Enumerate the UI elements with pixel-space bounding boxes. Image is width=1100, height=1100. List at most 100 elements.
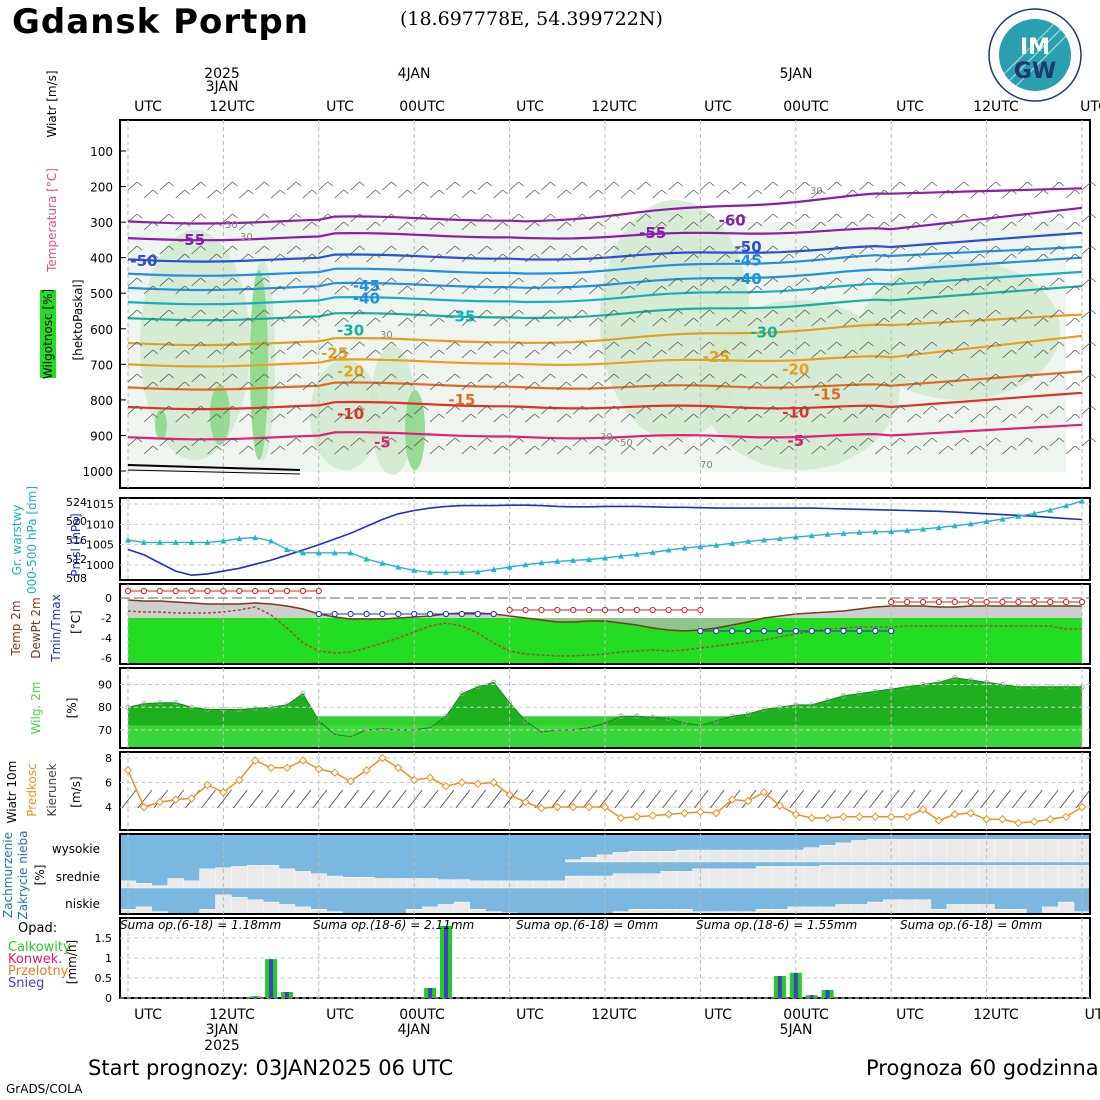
wind-barb — [248, 445, 254, 451]
cloud-bar — [580, 875, 598, 889]
tminmax-marker — [697, 606, 704, 614]
wind-barb — [661, 221, 667, 227]
hum-marker — [459, 690, 465, 697]
wind-barb — [677, 405, 683, 411]
wind-barb — [1043, 285, 1049, 291]
hum-line — [127, 677, 1082, 738]
wind-barb — [175, 253, 185, 263]
wind-barb — [366, 445, 376, 455]
gr-marker — [570, 557, 577, 563]
wind-barb — [890, 213, 901, 223]
side-label-kierunek: Kierunek — [45, 763, 59, 816]
wind-barb — [629, 253, 636, 259]
wind-barb — [684, 445, 694, 455]
wind-barb — [232, 341, 238, 347]
wind-barb — [493, 253, 503, 263]
wind-barb — [413, 309, 424, 319]
wind-barb — [254, 341, 265, 351]
wind-barb — [731, 277, 742, 287]
wind-marker — [616, 813, 626, 823]
wind-barb — [207, 253, 217, 263]
cloud-bar — [612, 873, 630, 889]
wind-barb — [502, 349, 508, 355]
wind-barb — [566, 445, 572, 451]
wind-direction-barb — [201, 789, 216, 809]
wind-barb — [795, 277, 806, 287]
wind-barb — [509, 437, 519, 447]
wind-barb — [652, 381, 662, 391]
gr-marker — [808, 532, 815, 539]
wind-barb — [136, 245, 143, 251]
wind-barb — [184, 413, 190, 419]
cloud-bar — [660, 851, 677, 863]
wind-barb — [1027, 309, 1033, 315]
wind-barb — [175, 317, 185, 327]
gr-tick-label: 524 — [66, 496, 87, 509]
wind-barb — [407, 445, 413, 451]
wind-barb — [1011, 317, 1017, 323]
wind-barb — [438, 413, 445, 419]
wind-barb — [820, 413, 826, 419]
wind-barb — [350, 405, 360, 415]
cloud-bar — [262, 865, 280, 889]
wind-barb — [216, 349, 222, 355]
wind-barb — [254, 213, 265, 223]
wind-barb — [915, 253, 922, 259]
wind-barb — [931, 277, 938, 283]
wind-barb — [486, 245, 493, 251]
humidity-contour-label: 50 — [225, 220, 238, 231]
wind-barb — [525, 413, 535, 423]
wind-barb — [534, 381, 540, 387]
wind-barb — [334, 445, 344, 455]
wind-barb — [270, 381, 281, 391]
bottom-utc-label: 12UTC — [973, 1007, 1019, 1023]
wind-barb — [604, 373, 615, 383]
wind-marker — [584, 802, 594, 812]
wind-barb — [693, 349, 699, 355]
wind-barb — [597, 445, 604, 451]
wind-barb — [407, 317, 413, 323]
tminmax-marker — [570, 606, 577, 614]
wind-direction-barb — [789, 789, 805, 809]
wind-barb — [334, 221, 344, 231]
isotherm-line — [127, 391, 1083, 411]
wind-barb — [263, 181, 270, 187]
gr-marker — [188, 539, 195, 545]
wind-barb — [493, 285, 503, 295]
wind-barb — [884, 381, 890, 387]
wind-marker — [330, 768, 339, 777]
wind-barb — [661, 189, 667, 195]
wind-barb — [1011, 189, 1017, 195]
wind-barb — [311, 189, 318, 195]
wind-barb — [979, 413, 985, 419]
wind-barb — [1058, 341, 1065, 347]
wind-barb — [502, 381, 508, 387]
tminmax-marker — [188, 587, 195, 595]
wind-barb — [884, 349, 890, 355]
cloud-bar — [1026, 865, 1043, 889]
wind-barb — [915, 445, 922, 451]
wind-marker — [505, 790, 514, 799]
cloud-bar — [421, 878, 439, 889]
top-date-label: 4JAN — [398, 66, 431, 82]
wind-marker — [664, 810, 673, 819]
wind-barb — [868, 277, 874, 283]
cloud-bar — [628, 873, 645, 889]
gr-marker — [951, 522, 958, 529]
wind-barb — [629, 381, 636, 387]
cloud-bar — [167, 878, 184, 889]
wind-barb — [747, 221, 758, 231]
wind-direction-barb — [376, 789, 391, 809]
wind-barb — [693, 381, 699, 387]
wind-barb — [136, 181, 143, 187]
wind-barb — [763, 341, 774, 351]
wind-barb — [811, 253, 821, 263]
wind-barb — [359, 245, 365, 251]
wind-barb — [407, 253, 413, 259]
wind-barb — [795, 245, 806, 255]
wind-direction-barb — [996, 789, 1011, 809]
wind-barb — [661, 285, 667, 291]
wind-barb — [302, 349, 313, 359]
wind-barb — [286, 341, 297, 351]
